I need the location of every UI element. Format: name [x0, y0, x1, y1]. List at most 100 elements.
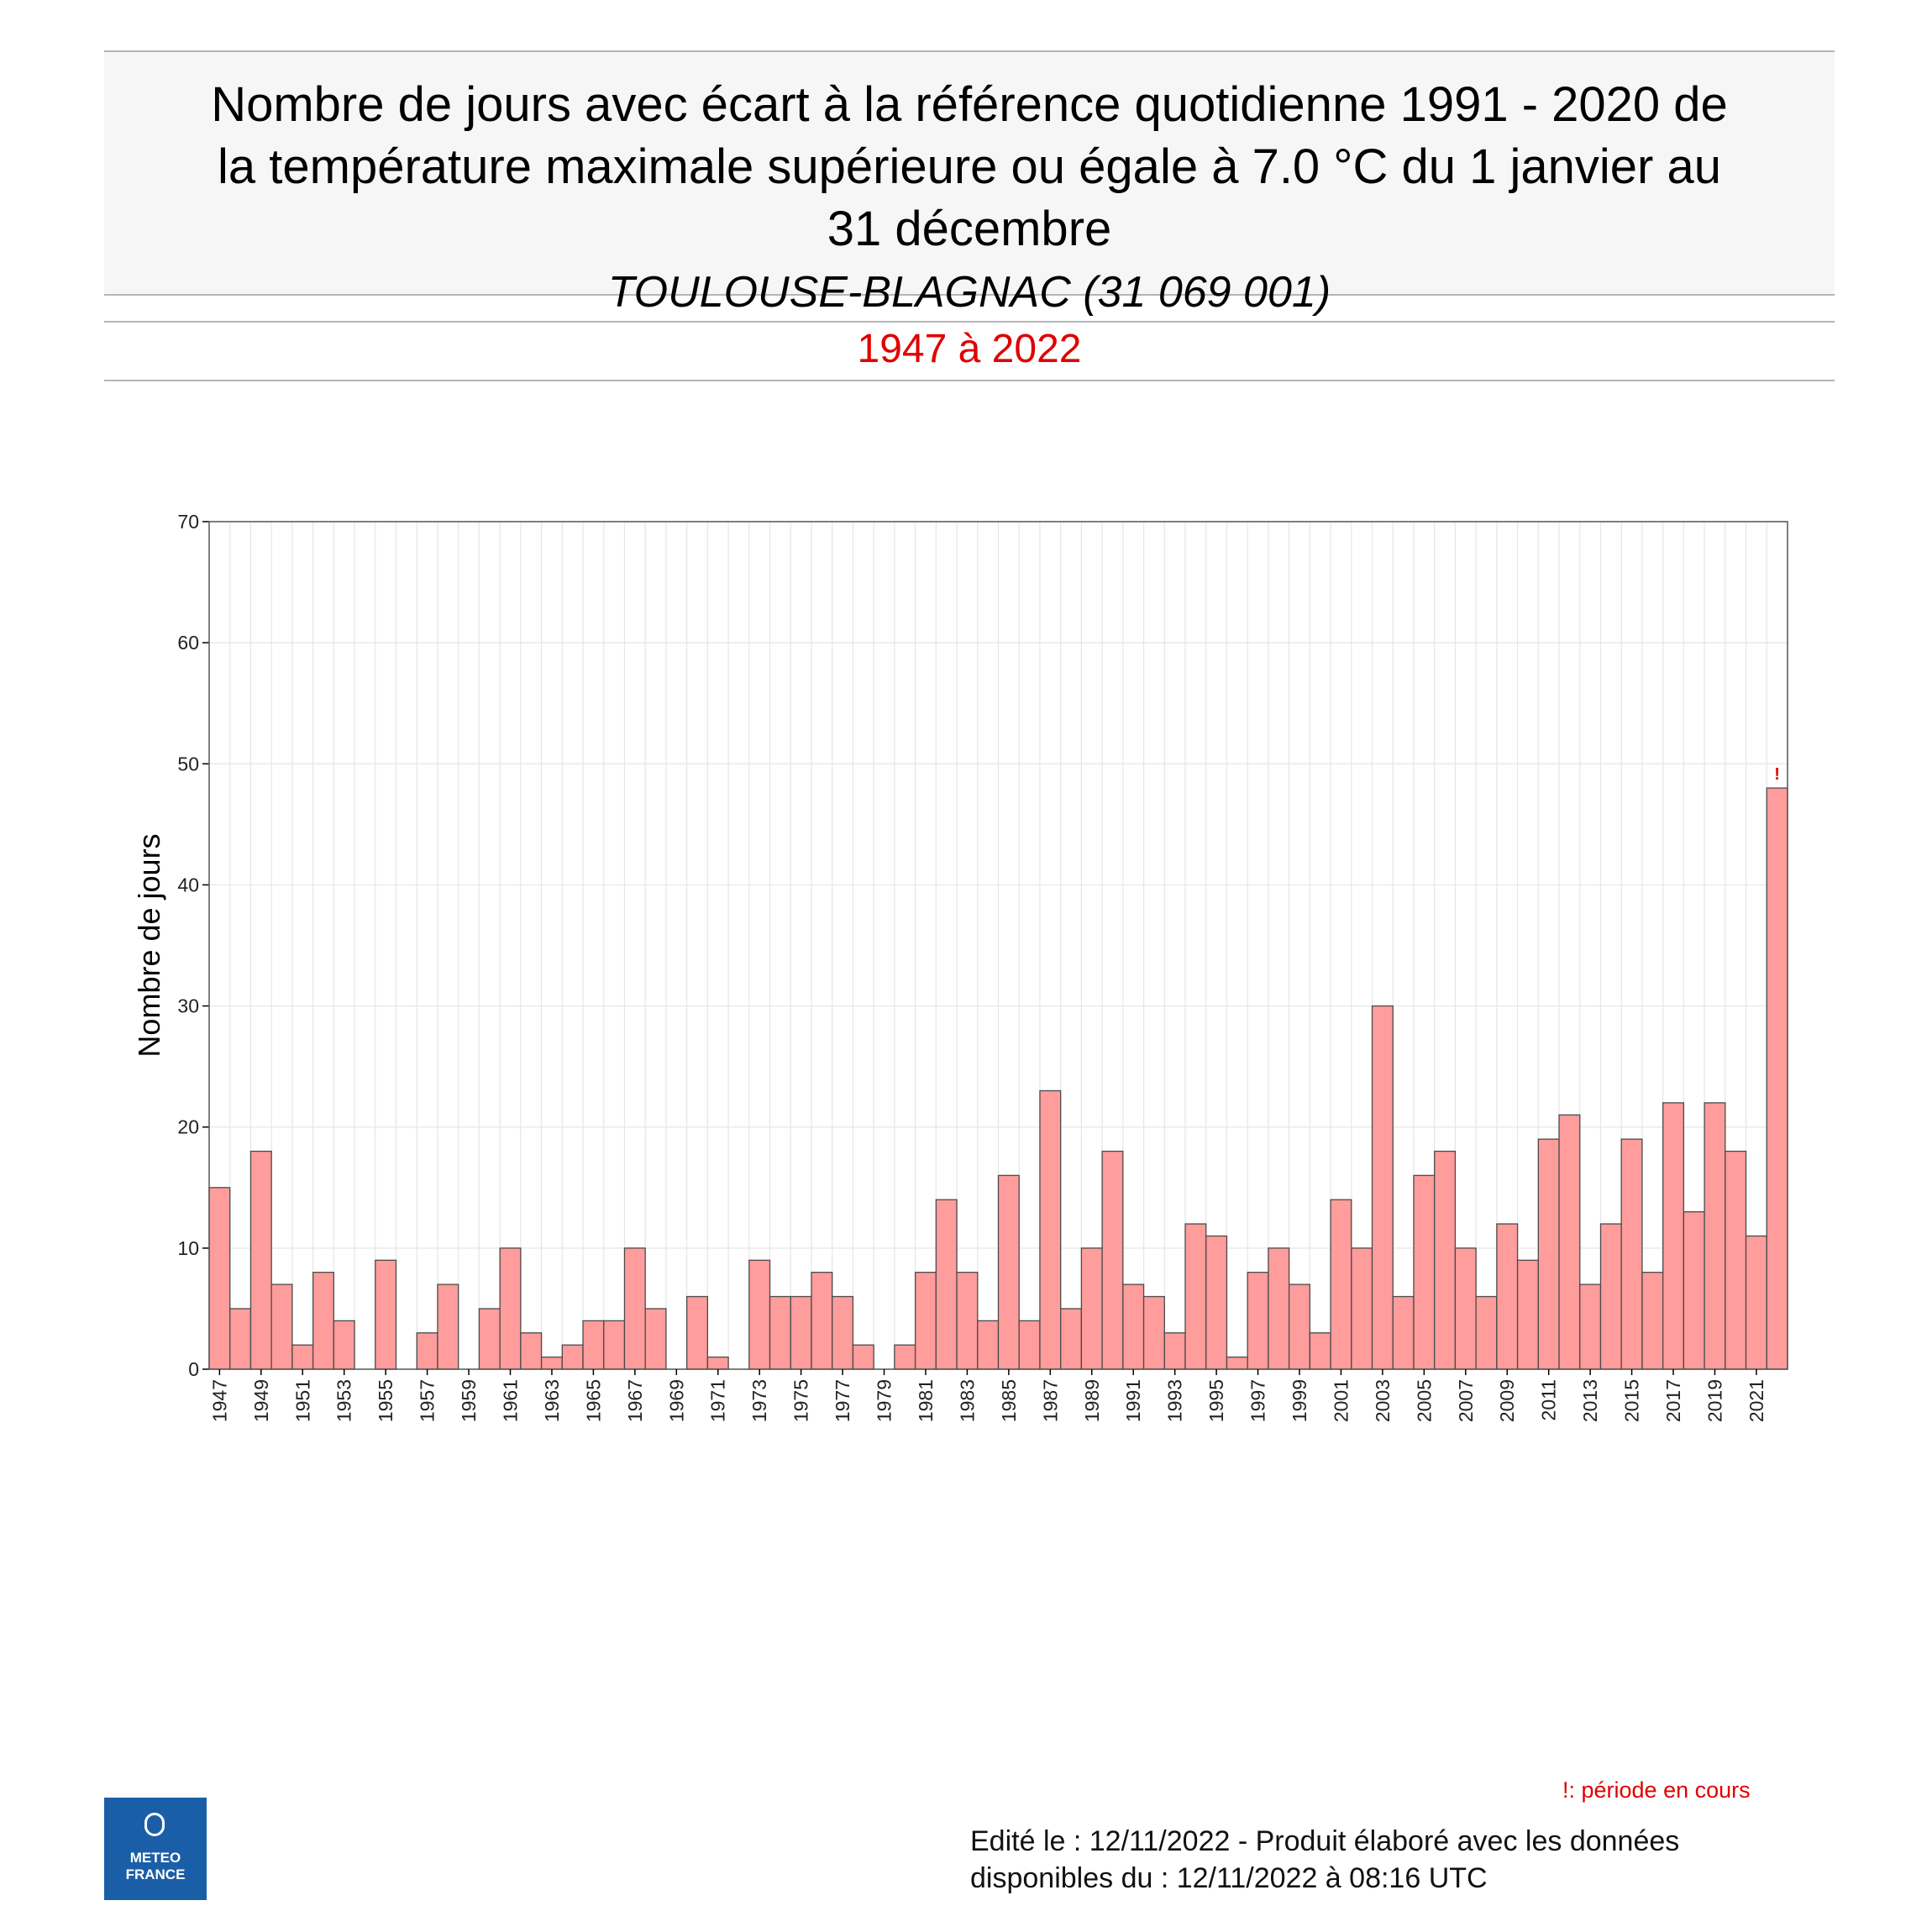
- bar-1961: [499, 1247, 522, 1370]
- bar-2003: [1371, 1005, 1394, 1370]
- bar-1971: [706, 1356, 729, 1370]
- x-tick-label: 1981: [915, 1379, 937, 1422]
- bar-1978: [852, 1344, 874, 1370]
- bar-2006: [1434, 1150, 1457, 1370]
- bar-2022: [1766, 787, 1788, 1370]
- bar-2018: [1683, 1210, 1705, 1370]
- bar-1996: [1226, 1356, 1248, 1370]
- x-tick-label: 2013: [1579, 1379, 1601, 1422]
- bar-1988: [1060, 1308, 1083, 1370]
- bar-1977: [832, 1295, 854, 1370]
- bar-2001: [1330, 1199, 1352, 1370]
- chart-title: Nombre de jours avec écart à la référenc…: [104, 74, 1835, 260]
- x-tick-label: 2017: [1662, 1379, 1684, 1422]
- bar-1973: [748, 1259, 771, 1370]
- x-tick-label: 1989: [1081, 1379, 1103, 1422]
- x-tick-label: 2009: [1496, 1379, 1518, 1422]
- x-tick-label: 2005: [1413, 1379, 1435, 1422]
- bar-1957: [416, 1332, 438, 1370]
- bar-2014: [1599, 1223, 1622, 1370]
- x-tick-label: 1979: [874, 1379, 895, 1422]
- x-tick-label: 1961: [499, 1379, 521, 1422]
- x-tick-label: 1959: [458, 1379, 480, 1422]
- y-tick-label: 20: [177, 1116, 199, 1138]
- bar-2017: [1662, 1102, 1685, 1370]
- period-range: 1947 à 2022: [857, 327, 1082, 371]
- y-tick-label: 50: [177, 753, 199, 774]
- header-divider-2: [104, 321, 1835, 323]
- x-tick-label: 1955: [375, 1379, 396, 1422]
- bar-1999: [1288, 1284, 1311, 1370]
- bar-2016: [1641, 1272, 1664, 1370]
- bar-1962: [520, 1332, 543, 1370]
- x-tick-label: 1987: [1039, 1379, 1061, 1422]
- x-tick-label: 1975: [790, 1379, 812, 1422]
- in-progress-marker: !: [1774, 765, 1780, 784]
- bar-1965: [582, 1320, 605, 1370]
- x-tick-label: 1995: [1205, 1379, 1227, 1422]
- x-tick-label: 1991: [1122, 1379, 1144, 1422]
- x-tick-label: 1953: [333, 1379, 355, 1422]
- bar-2011: [1537, 1138, 1560, 1370]
- bar-1975: [790, 1295, 812, 1370]
- x-tick-label: 1983: [956, 1379, 978, 1422]
- station-name: TOULOUSE-BLAGNAC (31 069 001): [607, 268, 1331, 317]
- bar-1991: [1122, 1284, 1145, 1370]
- x-tick-label: 2007: [1455, 1379, 1477, 1422]
- x-tick-label: 1963: [541, 1379, 563, 1422]
- x-tick-label: 1973: [748, 1379, 770, 1422]
- x-tick-label: 2015: [1621, 1379, 1643, 1422]
- bar-1968: [644, 1308, 667, 1370]
- logo-icon: [144, 1813, 165, 1836]
- x-tick-label: 2019: [1704, 1379, 1725, 1422]
- x-tick-label: 1997: [1247, 1379, 1269, 1422]
- y-tick-label: 60: [177, 632, 199, 654]
- logo-text-line-1: METEO: [129, 1850, 181, 1866]
- edition-line-1: Edité le : 12/11/2022 - Produit élaboré …: [970, 1825, 1680, 1857]
- x-tick-label: 1977: [832, 1379, 853, 1422]
- header-divider-3: [104, 380, 1835, 381]
- x-tick-label: 1947: [208, 1379, 230, 1422]
- bar-1966: [603, 1320, 626, 1370]
- bar-1953: [333, 1320, 355, 1370]
- bar-1998: [1268, 1247, 1290, 1370]
- bar-1987: [1039, 1089, 1062, 1370]
- bar-2013: [1579, 1284, 1602, 1370]
- bar-1955: [375, 1259, 397, 1370]
- bar-1963: [540, 1356, 563, 1370]
- x-tick-label: 1993: [1164, 1379, 1186, 1422]
- x-tick-label: 2001: [1330, 1379, 1352, 1422]
- x-tick-label: 1999: [1289, 1379, 1310, 1422]
- bar-1950: [270, 1284, 293, 1370]
- bar-1997: [1247, 1272, 1269, 1370]
- bar-2019: [1704, 1102, 1726, 1370]
- x-tick-label: 1957: [417, 1379, 438, 1422]
- bar-2015: [1620, 1138, 1643, 1370]
- bar-1985: [997, 1174, 1020, 1370]
- bar-1994: [1184, 1223, 1207, 1370]
- bar-1980: [894, 1344, 916, 1370]
- header-divider-1: [104, 294, 1835, 296]
- x-tick-label: 2003: [1372, 1379, 1394, 1422]
- x-tick-label: 1951: [291, 1379, 313, 1422]
- bar-1964: [561, 1344, 584, 1370]
- edition-info: Edité le : 12/11/2022 - Produit élaboré …: [970, 1823, 1679, 1897]
- bar-1952: [312, 1272, 334, 1370]
- bar-2020: [1725, 1150, 1747, 1370]
- y-tick-label: 10: [177, 1237, 199, 1259]
- bar-1986: [1018, 1320, 1041, 1370]
- bar-1983: [956, 1272, 979, 1370]
- bar-2005: [1413, 1174, 1436, 1370]
- x-tick-label: 1949: [250, 1379, 272, 1422]
- bar-1958: [437, 1284, 459, 1370]
- bar-1982: [935, 1199, 958, 1370]
- bar-1970: [685, 1295, 709, 1370]
- bar-1974: [769, 1295, 791, 1370]
- x-tick-label: 1985: [998, 1379, 1020, 1422]
- plot-frame: [208, 521, 1788, 1370]
- y-tick-label: 30: [177, 995, 199, 1017]
- bar-1976: [811, 1272, 833, 1370]
- x-tick-label: 1971: [707, 1379, 729, 1422]
- bar-1990: [1101, 1150, 1124, 1370]
